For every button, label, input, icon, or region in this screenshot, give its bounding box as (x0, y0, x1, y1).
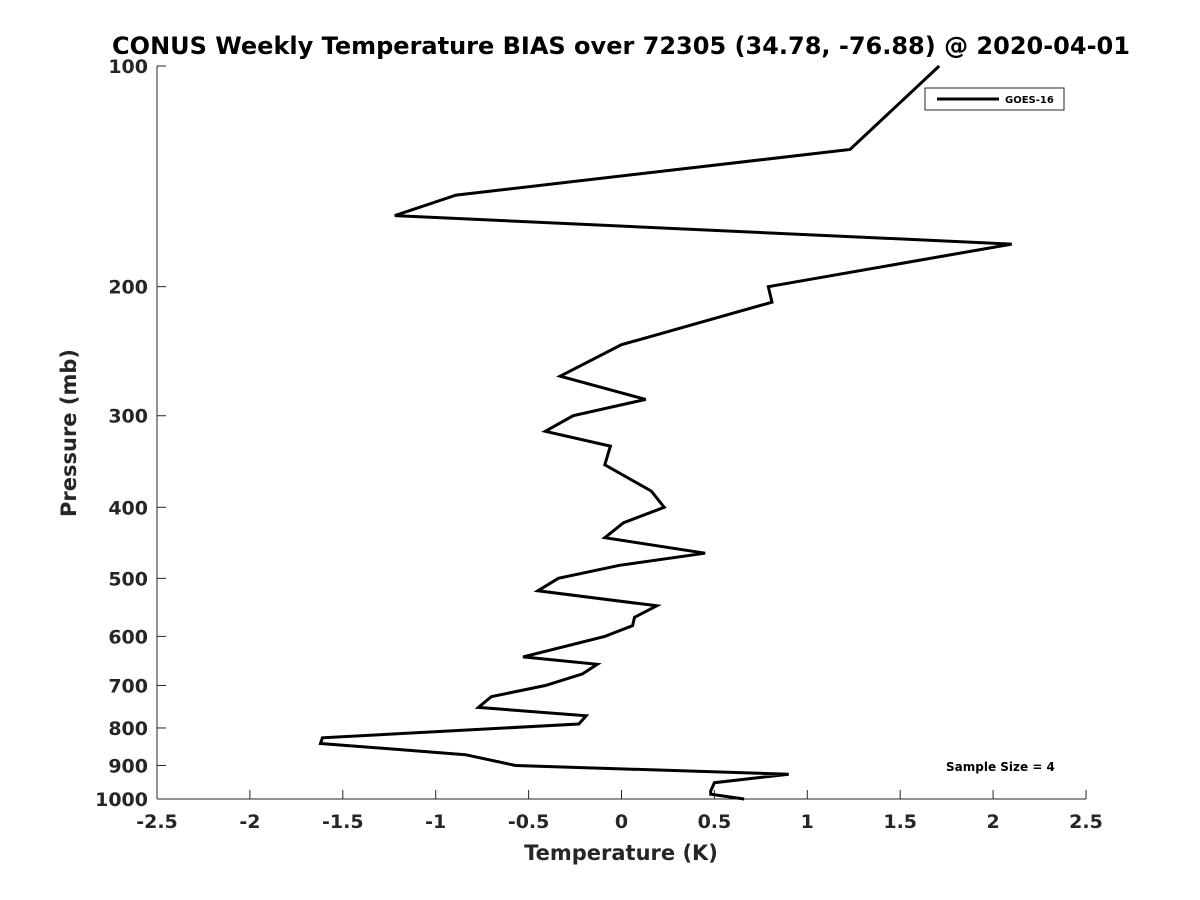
y-tick-label: 900 (108, 755, 148, 777)
series-line-goes-16 (318, 64, 1012, 801)
x-tick-label: 0 (615, 811, 628, 833)
y-tick-label: 500 (108, 568, 148, 590)
x-tick-label: -1 (425, 811, 446, 833)
legend-label-goes-16: GOES-16 (1005, 95, 1054, 106)
x-tick-label: 1.5 (883, 811, 917, 833)
x-tick-label: 2.5 (1069, 811, 1103, 833)
y-tick-label: 700 (108, 675, 148, 697)
axes: -2.5 -2 -1.5 -1 -0.5 0 0.5 1 1.5 2 2.5 100 200 300 40… (95, 56, 1103, 833)
x-tick-label: 1 (801, 811, 814, 833)
y-tick-label: 1000 (95, 789, 148, 811)
chart-title: CONUS Weekly Temperature BIAS over 72305… (112, 32, 1130, 60)
x-axis-label: Temperature (K) (524, 841, 718, 865)
x-ticks: -2.5 -2 -1.5 -1 -0.5 0 0.5 1 1.5 2 2.5 (136, 790, 1103, 833)
y-ticks: 100 200 300 400 500 600 700 800 900 1000 (95, 56, 166, 811)
sample-size-annotation: Sample Size = 4 (946, 760, 1055, 774)
y-tick-label: 600 (108, 626, 148, 648)
y-tick-label: 100 (108, 56, 148, 78)
y-tick-label: 400 (108, 497, 148, 519)
x-tick-label: -2 (239, 811, 260, 833)
y-tick-label: 300 (108, 406, 148, 428)
x-tick-label: 0.5 (698, 811, 732, 833)
y-tick-label: 200 (108, 277, 148, 299)
x-tick-label: 2 (986, 811, 999, 833)
x-tick-label: -0.5 (508, 811, 550, 833)
x-tick-label: -2.5 (136, 811, 178, 833)
legend: GOES-16 (924, 87, 1065, 111)
x-tick-label: -1.5 (322, 811, 364, 833)
y-tick-label: 800 (108, 718, 148, 740)
plot-area (318, 64, 1012, 801)
y-axis-label: Pressure (mb) (57, 349, 81, 517)
